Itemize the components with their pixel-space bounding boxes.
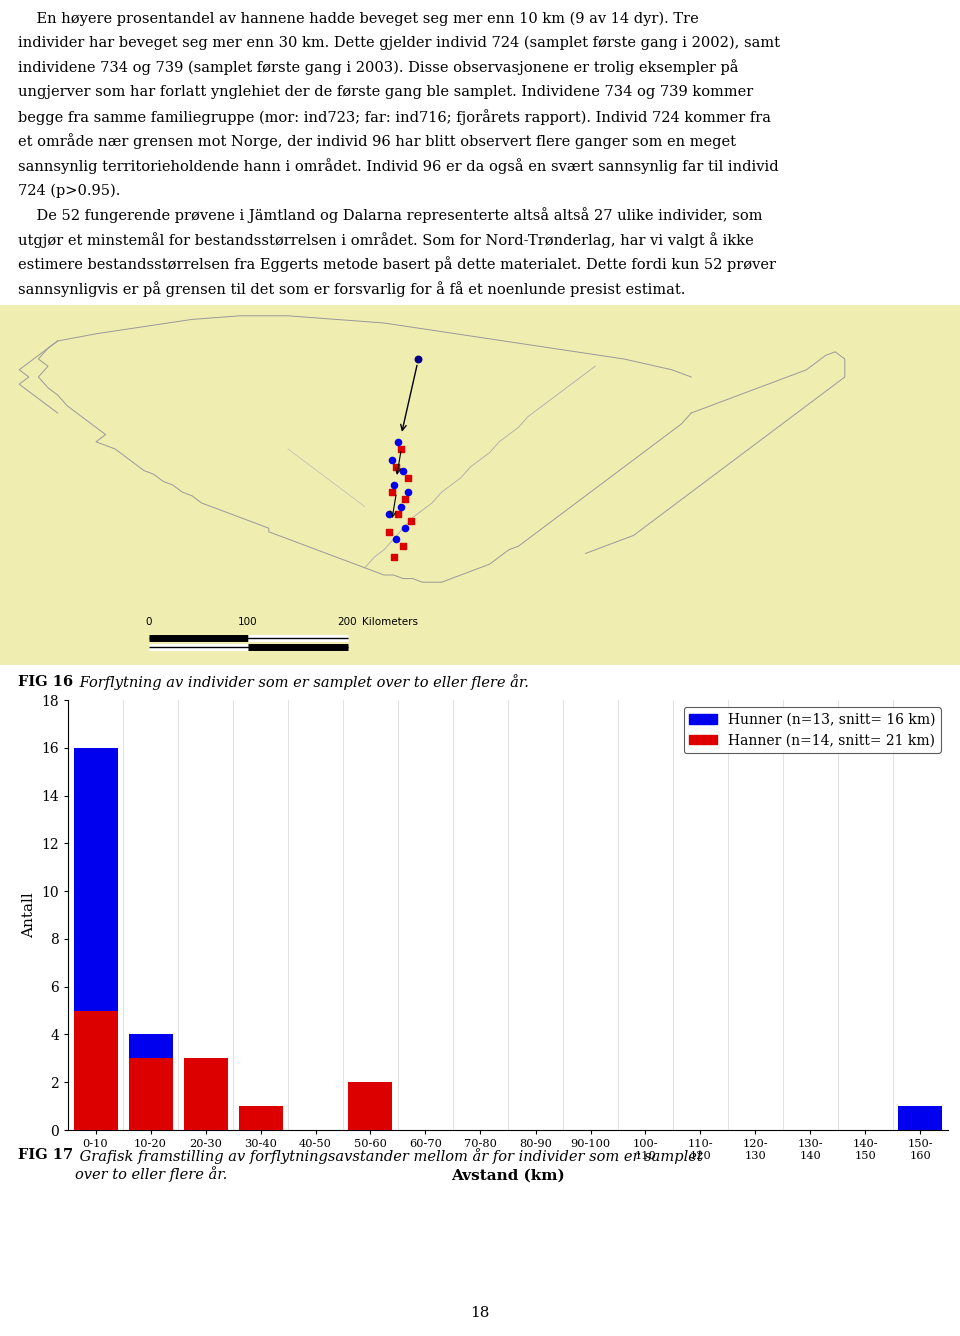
Text: estimere bestandsstørrelsen fra Eggerts metode basert på dette materialet. Dette: estimere bestandsstørrelsen fra Eggerts … [18, 257, 776, 273]
Text: 100: 100 [238, 617, 257, 627]
Legend: Hunner (n=13, snitt= 16 km), Hanner (n=14, snitt= 21 km): Hunner (n=13, snitt= 16 km), Hanner (n=1… [684, 707, 941, 754]
Text: individer har beveget seg mer enn 30 km. Dette gjelder individ 724 (samplet førs: individer har beveget seg mer enn 30 km.… [18, 36, 780, 51]
Point [391, 432, 406, 453]
Bar [74, 1010, 117, 1130]
Point [391, 504, 406, 525]
Bar [348, 1082, 393, 1130]
Point [384, 481, 399, 502]
Text: 0: 0 [146, 617, 152, 627]
X-axis label: Avstand (km): Avstand (km) [451, 1169, 564, 1182]
Point [396, 460, 411, 481]
Point [400, 468, 416, 489]
Bar [183, 1058, 228, 1130]
Bar [74, 748, 117, 1130]
Text: Grafisk framstilling av forflytningsavstander mellom år for individer som er sam: Grafisk framstilling av forflytningsavst… [75, 1148, 703, 1182]
Point [394, 438, 409, 460]
Text: utgjør et minstemål for bestandsstørrelsen i området. Som for Nord-Trønderlag, h: utgjør et minstemål for bestandsstørrels… [18, 231, 754, 247]
Point [384, 449, 399, 470]
Y-axis label: Antall: Antall [22, 892, 36, 938]
Point [394, 496, 409, 517]
Bar [129, 1034, 173, 1130]
Point [386, 546, 401, 568]
Point [397, 489, 413, 510]
Point [403, 510, 419, 532]
Point [386, 474, 401, 496]
Point [410, 349, 425, 370]
Bar [899, 1106, 943, 1130]
Text: Forflytning av individer som er samplet over to eller flere år.: Forflytning av individer som er samplet … [75, 675, 529, 689]
Text: 18: 18 [470, 1305, 490, 1320]
Text: individene 734 og 739 (samplet første gang i 2003). Disse observasjonene er trol: individene 734 og 739 (samplet første ga… [18, 60, 738, 75]
Text: et område nær grensen mot Norge, der individ 96 har blitt observert flere ganger: et område nær grensen mot Norge, der ind… [18, 134, 736, 150]
Point [396, 536, 411, 557]
Point [381, 504, 396, 525]
Text: En høyere prosentandel av hannene hadde beveget seg mer enn 10 km (9 av 14 dyr).: En høyere prosentandel av hannene hadde … [18, 11, 699, 25]
Bar [238, 1106, 282, 1130]
Bar [129, 1058, 173, 1130]
Point [388, 528, 403, 549]
Text: 200: 200 [338, 617, 357, 627]
Text: ungjerver som har forlatt ynglehiet der de første gang ble samplet. Individene 7: ungjerver som har forlatt ynglehiet der … [18, 86, 754, 99]
Point [400, 481, 416, 502]
Point [397, 517, 413, 538]
Text: FIG 16: FIG 16 [18, 675, 73, 689]
Text: 724 (p>0.95).: 724 (p>0.95). [18, 183, 120, 198]
Text: sannsynlig territorieholdende hann i området. Individ 96 er da også en svært san: sannsynlig territorieholdende hann i omr… [18, 158, 779, 174]
Text: Kilometers: Kilometers [362, 617, 418, 627]
Point [388, 457, 403, 478]
Text: begge fra samme familiegruppe (mor: ind723; far: ind716; fjorårets rapport). Ind: begge fra samme familiegruppe (mor: ind7… [18, 108, 771, 124]
Text: De 52 fungerende prøvene i Jämtland og Dalarna representerte altså altså 27 ulik: De 52 fungerende prøvene i Jämtland og D… [18, 207, 762, 223]
Bar [183, 1058, 228, 1130]
Text: FIG 17: FIG 17 [18, 1148, 73, 1162]
Text: sannsynligvis er på grensen til det som er forsvarlig for å få et noenlunde pres: sannsynligvis er på grensen til det som … [18, 281, 685, 297]
Point [381, 521, 396, 542]
